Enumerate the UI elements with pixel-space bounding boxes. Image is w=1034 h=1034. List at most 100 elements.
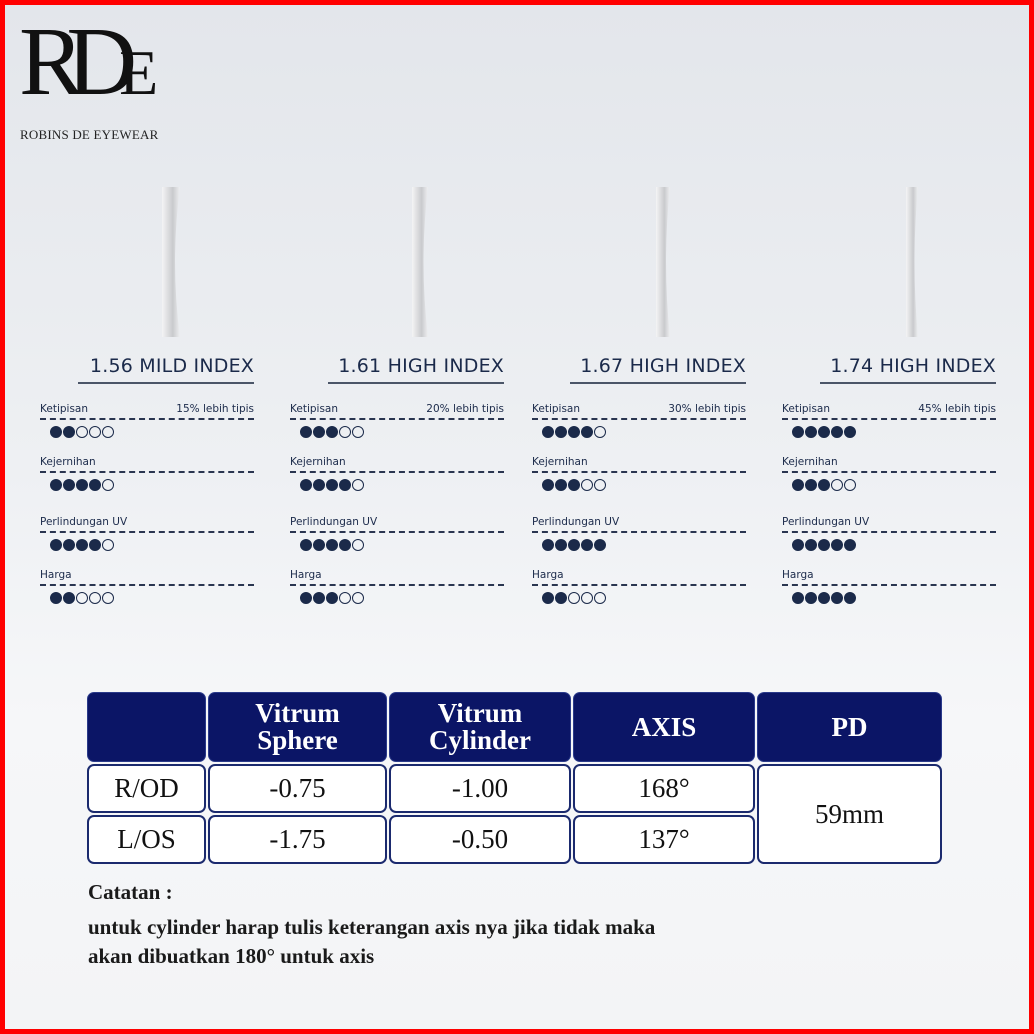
table-cell-axis-text: 137° [638, 824, 690, 854]
table-header-cell [87, 692, 206, 762]
metric-label: Ketipisan [532, 403, 580, 415]
rating-dot-filled [594, 539, 606, 551]
rating-dot-filled [50, 592, 62, 604]
brand-name: ROBINS DE EYEWEAR [20, 127, 159, 142]
metric-uv: Perlindungan UV [532, 516, 746, 551]
rating-dot-filled [326, 426, 338, 438]
notes: Catatan : untuk cylinder harap tulis ket… [88, 878, 655, 971]
rating-dot-filled [555, 592, 567, 604]
metric-label: Kejernihan [40, 456, 96, 468]
metric-kejernihan: Kejernihan [782, 456, 996, 491]
rating-dots [300, 426, 504, 438]
metric-ketipisan: Ketipisan 20% lebih tipis [290, 403, 504, 438]
rating-dot-filled [542, 426, 554, 438]
rating-dot-empty [594, 426, 606, 438]
metric-harga: Harga [40, 569, 254, 604]
rating-dot-filled [792, 592, 804, 604]
metric-label: Kejernihan [290, 456, 346, 468]
rating-dots [300, 479, 504, 491]
rating-dot-filled [568, 426, 580, 438]
rating-dot-empty [102, 539, 114, 551]
table-cell-cylinder-text: -0.50 [451, 824, 509, 854]
rating-dot-empty [568, 592, 580, 604]
rating-dots [50, 592, 254, 604]
rating-dots [542, 592, 746, 604]
table-cell-eye-text: R/OD [114, 773, 179, 803]
metric-uv: Perlindungan UV [40, 516, 254, 551]
rating-dot-filled [542, 479, 554, 491]
rating-dot-filled [63, 426, 75, 438]
metric-label: Harga [290, 569, 322, 581]
rating-dots [542, 539, 746, 551]
rating-dot-filled [89, 479, 101, 491]
dashed-divider [532, 418, 746, 420]
table-header-cell: Vitrum Sphere [208, 692, 387, 762]
rating-dot-filled [818, 592, 830, 604]
metric-label: Perlindungan UV [290, 516, 378, 528]
rating-dot-filled [792, 479, 804, 491]
rating-dot-filled [76, 479, 88, 491]
rating-dot-filled [313, 479, 325, 491]
metric-label: Kejernihan [532, 456, 588, 468]
dashed-divider [782, 418, 996, 420]
metric-harga: Harga [290, 569, 504, 604]
lens-spec-column: 1.61 HIGH INDEX Ketipisan 20% lebih tipis K… [290, 355, 504, 604]
rating-dot-empty [76, 426, 88, 438]
metric-label: Harga [40, 569, 72, 581]
table-cell-sphere-text: -1.75 [269, 824, 326, 854]
dashed-divider [40, 471, 254, 473]
table-cell-pd: 59mm [757, 764, 942, 864]
rating-dot-filled [818, 539, 830, 551]
rating-dot-filled [844, 539, 856, 551]
metric-label: Perlindungan UV [532, 516, 620, 528]
lens-profile-image [904, 187, 926, 337]
rating-dot-empty [352, 539, 364, 551]
rating-dot-filled [568, 479, 580, 491]
rating-dot-filled [581, 426, 593, 438]
rating-dots [792, 592, 996, 604]
rating-dot-filled [831, 592, 843, 604]
rating-dot-filled [339, 479, 351, 491]
table-header-cell-text: Vitrum Sphere [255, 698, 340, 755]
rating-dot-empty [76, 592, 88, 604]
rating-dots [300, 592, 504, 604]
rating-dot-filled [581, 539, 593, 551]
rating-dot-empty [89, 426, 101, 438]
rating-dot-filled [805, 426, 817, 438]
rating-dots [50, 479, 254, 491]
table-cell-cylinder: -1.00 [389, 764, 571, 813]
table-cell-eye-text: L/OS [117, 824, 176, 854]
rating-dot-filled [844, 592, 856, 604]
rating-dot-empty [102, 592, 114, 604]
rating-dot-filled [63, 479, 75, 491]
lens-title: 1.67 HIGH INDEX [570, 355, 746, 384]
table-cell-axis-text: 168° [638, 773, 690, 803]
metric-label: Ketipisan [782, 403, 830, 415]
thinness-note: 45% lebih tipis [918, 403, 996, 415]
rating-dot-filled [300, 426, 312, 438]
rating-dot-filled [300, 539, 312, 551]
rating-dots [50, 426, 254, 438]
rating-dot-filled [555, 539, 567, 551]
metric-label: Ketipisan [40, 403, 88, 415]
rating-dot-filled [831, 426, 843, 438]
rating-dot-filled [300, 479, 312, 491]
metric-harga: Harga [532, 569, 746, 604]
rating-dot-empty [339, 426, 351, 438]
rating-dot-filled [89, 539, 101, 551]
rating-dot-filled [805, 592, 817, 604]
table-header-cell-text: PD [831, 711, 868, 742]
table-header-cell-text: AXIS [631, 711, 697, 742]
rating-dots [792, 479, 996, 491]
rating-dot-filled [792, 539, 804, 551]
metric-label: Harga [532, 569, 564, 581]
rating-dot-filled [555, 426, 567, 438]
dashed-divider [40, 531, 254, 533]
lens-title: 1.61 HIGH INDEX [328, 355, 504, 384]
lens-spec-column: 1.56 MILD INDEX Ketipisan 15% lebih tipis K… [40, 355, 254, 604]
rating-dot-filled [818, 479, 830, 491]
table-header-cell-text: Vitrum Cylinder [428, 698, 531, 755]
rating-dot-filled [555, 479, 567, 491]
metric-label: Ketipisan [290, 403, 338, 415]
metric-kejernihan: Kejernihan [40, 456, 254, 491]
